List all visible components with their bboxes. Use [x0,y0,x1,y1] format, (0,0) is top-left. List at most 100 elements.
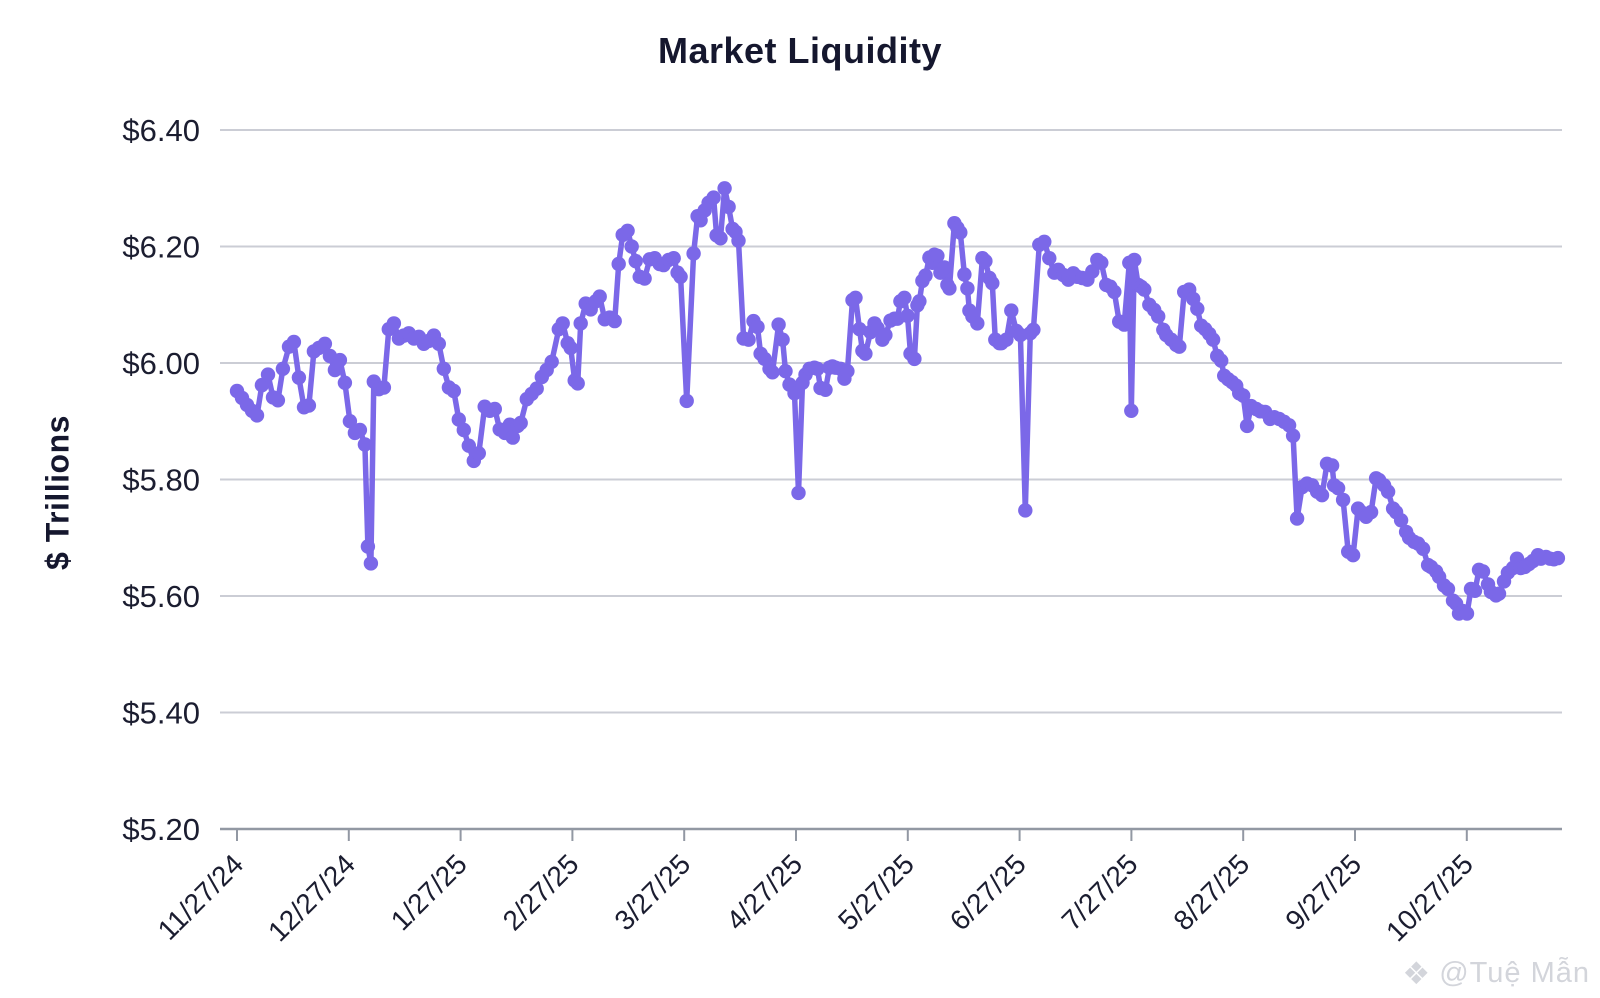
x-tick-label: 2/27/25 [497,848,585,936]
data-point [1214,353,1229,368]
data-point [1026,322,1041,337]
data-point [505,430,520,445]
x-tick-label: 11/27/24 [152,848,250,946]
x-tick-label: 10/27/25 [1380,848,1479,947]
x-tick-label: 12/27/24 [262,848,361,947]
data-point [1285,428,1301,443]
data-point [791,485,806,501]
y-tick-label: $5.20 [122,812,200,847]
data-point [563,340,578,356]
data-point [544,354,559,369]
data-point [249,408,265,423]
data-point [1415,541,1431,556]
data-point [286,334,302,350]
data-point [431,336,446,351]
data-point [706,190,721,205]
data-point [1236,388,1251,403]
data-point [360,539,376,554]
data-point [1085,264,1100,279]
x-tick-label: 5/27/25 [832,848,920,936]
data-point [342,414,358,429]
data-point [713,231,728,246]
data-point [1380,484,1396,499]
y-tick-label: $6.00 [122,346,200,381]
data-point [1345,548,1361,563]
data-point [1190,301,1205,316]
data-point [775,332,790,347]
data-point [1459,606,1475,621]
data-point [970,316,985,331]
data-point [620,223,635,238]
data-point [607,313,622,329]
data-point [260,367,276,382]
data-point [436,361,451,376]
data-point [461,438,476,453]
data-point [513,415,528,431]
x-tick-label: 3/27/25 [608,848,696,936]
data-point [637,271,652,286]
y-tick-label: $5.80 [122,463,200,498]
data-point [673,269,688,284]
data-point [912,294,927,309]
data-point [363,556,379,571]
data-point [1205,332,1221,347]
data-point [386,316,402,331]
data-point [611,256,626,272]
data-point [1137,282,1152,297]
watermark: ❖ @Tuệ Mẫn [1402,957,1590,990]
data-point [1117,317,1132,332]
x-tick-label: 6/27/25 [944,848,1032,936]
data-point [918,268,933,283]
y-tick-label: $6.40 [122,113,200,148]
series-line [234,185,1561,617]
data-point [1124,403,1139,418]
data-point [1151,309,1166,324]
data-point [1127,252,1142,268]
data-point [957,267,972,282]
data-point [960,281,975,296]
data-point [666,251,681,266]
data-point [721,199,736,215]
data-point [999,332,1014,347]
data-point [592,289,607,304]
data-point [337,375,353,390]
chart-title: Market Liquidity [657,30,943,71]
data-point [818,382,833,397]
data-point [487,401,502,417]
data-point [1467,583,1483,598]
y-tick-label: $5.40 [122,696,200,731]
data-point [787,386,802,401]
data-point [1550,550,1566,566]
data-point [529,381,544,396]
data-point [471,446,486,461]
data-point [1289,511,1305,526]
data-point [750,319,765,335]
data-point [357,437,373,452]
data-point [1440,581,1456,597]
diamond-logo-icon: ❖ [1402,956,1432,991]
data-point [1475,564,1491,579]
data-point [555,316,570,331]
data-point [978,253,993,269]
data-point [686,246,701,261]
data-point [771,317,786,332]
data-point [1172,339,1187,354]
data-point [731,233,746,248]
data-point [985,276,1000,291]
y-tick-label: $5.60 [122,579,200,614]
data-point [900,308,915,323]
data-point [1324,458,1340,473]
data-point [1335,492,1351,508]
data-point [907,351,922,367]
data-point [446,383,461,399]
data-point [937,260,952,275]
data-point [352,422,368,438]
data-point [456,422,471,438]
data-point [624,239,639,254]
data-point [270,393,286,408]
data-point [570,376,585,391]
data-point [301,398,317,413]
data-point [1018,503,1033,518]
data-point [942,281,957,296]
